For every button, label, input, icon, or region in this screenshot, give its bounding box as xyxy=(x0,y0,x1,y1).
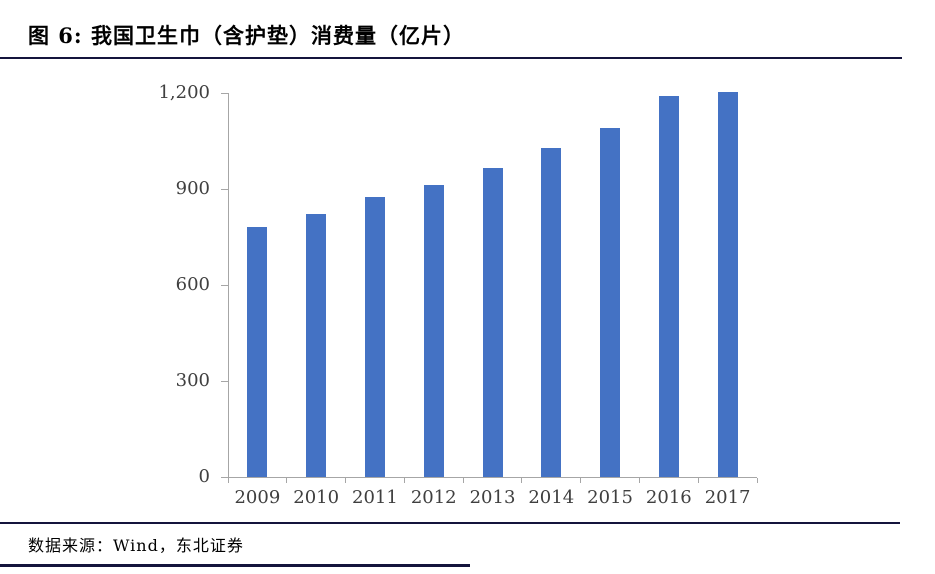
x-axis-tick-label: 2012 xyxy=(410,487,457,508)
bar-2009 xyxy=(247,227,268,477)
y-axis-tick-label: 1,200 xyxy=(158,82,210,103)
x-axis-tick xyxy=(638,478,640,483)
bar-2015 xyxy=(600,128,621,477)
bar-2014 xyxy=(541,148,562,477)
x-axis-tick-label: 2014 xyxy=(528,487,575,508)
x-axis-tick xyxy=(521,478,523,483)
x-axis-tick xyxy=(756,478,758,483)
y-axis-tick-label: 0 xyxy=(198,466,210,487)
y-axis-tick-label: 900 xyxy=(175,178,210,199)
bar-chart xyxy=(221,92,758,483)
x-axis-tick-label: 2009 xyxy=(234,487,281,508)
y-axis-tick xyxy=(221,92,228,94)
y-axis-line xyxy=(228,93,229,477)
data-source: 数据来源：Wind，东北证券 xyxy=(28,536,244,555)
y-axis-tick xyxy=(221,188,228,190)
x-axis-tick xyxy=(286,478,288,483)
x-axis-line xyxy=(228,477,757,478)
x-axis-tick xyxy=(462,478,464,483)
y-axis-tick-label: 600 xyxy=(175,274,210,295)
x-axis-tick xyxy=(345,478,347,483)
bar-2016 xyxy=(658,96,679,477)
x-axis-tick-label: 2015 xyxy=(587,487,633,508)
x-axis-tick-label: 2017 xyxy=(704,487,751,508)
x-axis-tick-label: 2013 xyxy=(469,487,516,508)
x-axis-tick xyxy=(227,478,229,483)
title-divider xyxy=(0,57,902,59)
y-axis-tick xyxy=(221,380,228,382)
x-axis-tick-label: 2011 xyxy=(352,487,398,508)
bar-2012 xyxy=(423,185,444,477)
x-axis-tick-label: 2010 xyxy=(293,487,340,508)
bar-2013 xyxy=(482,167,503,477)
figure-title: 图 6: 我国卫生巾（含护垫）消费量（亿片） xyxy=(28,23,465,48)
bar-2011 xyxy=(364,197,385,477)
x-axis-tick xyxy=(580,478,582,483)
x-axis-tick-label: 2016 xyxy=(645,487,692,508)
bar-2010 xyxy=(306,213,327,477)
y-axis-tick-label: 300 xyxy=(175,370,210,391)
bottom-divider xyxy=(0,564,470,567)
y-axis-tick xyxy=(221,476,228,478)
y-axis-tick xyxy=(221,284,228,286)
x-axis-tick xyxy=(697,478,699,483)
x-axis-tick xyxy=(403,478,405,483)
bar-2017 xyxy=(717,92,738,477)
source-divider xyxy=(0,522,900,524)
